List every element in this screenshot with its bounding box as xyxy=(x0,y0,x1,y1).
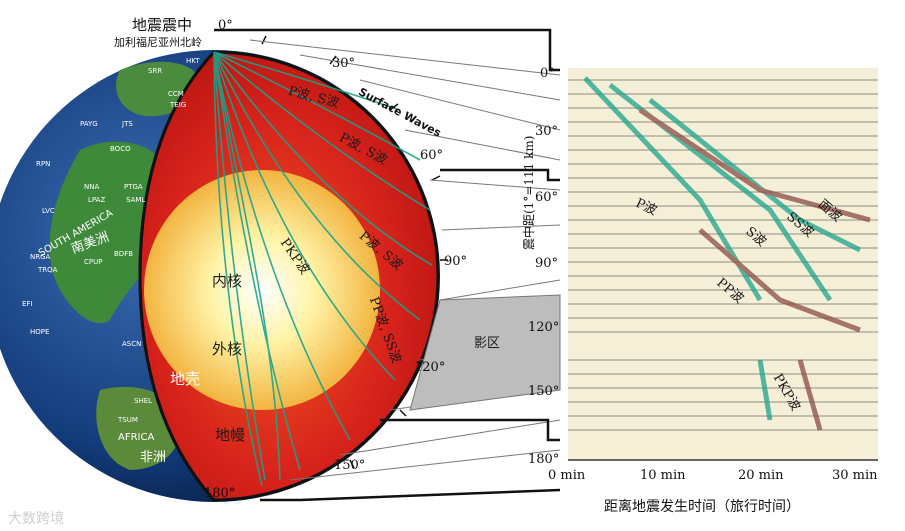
y-tick: 180° xyxy=(528,452,560,467)
deg-90: 90° xyxy=(444,254,468,269)
station-label: BDFB xyxy=(114,250,134,258)
station-label: LVC xyxy=(42,207,55,215)
y-tick: 60° xyxy=(535,190,559,205)
station-label: HKT xyxy=(186,57,200,65)
epicenter-subtitle: 加利福尼亚州北岭 xyxy=(114,36,202,49)
x-tick: 30 min xyxy=(832,468,878,483)
seismic-rays xyxy=(213,51,433,487)
crust-label: 地壳 xyxy=(170,370,201,388)
watermark: 大数跨境 xyxy=(8,511,64,527)
phase-arrivals xyxy=(583,76,871,431)
station-label: SRR xyxy=(148,67,163,75)
deg-60: 60° xyxy=(420,148,444,163)
x-tick: 20 min xyxy=(738,468,784,483)
x-tick: 0 min xyxy=(548,468,586,483)
y-axis-title: 震中距(1°=111 km) xyxy=(522,135,536,250)
station-label: EFI xyxy=(22,300,33,308)
seismogram-panel xyxy=(568,68,878,460)
station-label: RPN xyxy=(36,160,51,168)
south-america-landmass xyxy=(49,141,176,324)
deg-120: 120° xyxy=(414,360,446,375)
station-label: BOCO xyxy=(110,145,131,153)
outer-core xyxy=(144,170,380,410)
africa-en: AFRICA xyxy=(118,432,155,443)
mantle-label: 地幔 xyxy=(215,426,246,444)
station-label: SHEL xyxy=(134,397,153,405)
x-tick: 10 min xyxy=(640,468,686,483)
shadow-zone-label: 影区 xyxy=(474,336,501,351)
station-label: JTS xyxy=(122,120,133,128)
station-label: PTGA xyxy=(124,183,143,191)
station-label: NNA xyxy=(84,183,100,191)
y-tick: 30° xyxy=(535,124,559,139)
station-label: PAYG xyxy=(80,120,98,128)
deg-180: 180° xyxy=(204,486,236,501)
station-label: SAML xyxy=(126,196,146,204)
deg-30: 30° xyxy=(332,56,356,71)
y-tick: 150° xyxy=(528,384,560,399)
station-label: TEIG xyxy=(170,101,187,109)
y-tick: 0° xyxy=(540,66,555,81)
y-tick: 90° xyxy=(535,256,559,271)
rim-ticks xyxy=(261,35,448,469)
station-label: CPUP xyxy=(84,258,103,266)
africa-zh: 非洲 xyxy=(140,450,167,465)
station-label: NRGA xyxy=(30,253,51,261)
station-label: CCM xyxy=(168,90,184,98)
outer-core-label: 外核 xyxy=(212,340,243,358)
inner-core-label: 内核 xyxy=(212,272,243,290)
station-label: ASCN xyxy=(122,340,142,348)
station-label: TSUM xyxy=(118,416,138,424)
station-label: HOPE xyxy=(30,328,50,336)
epicenter-title: 地震震中 xyxy=(132,16,193,34)
station-label: TRQA xyxy=(38,266,58,274)
x-axis-title: 距离地震发生时间（旅行时间） xyxy=(604,499,800,515)
y-tick: 120° xyxy=(528,320,560,335)
shadow-zone xyxy=(409,294,561,411)
bold-connectors xyxy=(214,28,561,502)
station-label: LPAZ xyxy=(88,196,106,204)
deg-0: 0° xyxy=(218,18,233,33)
deg-150: 150° xyxy=(334,458,366,473)
